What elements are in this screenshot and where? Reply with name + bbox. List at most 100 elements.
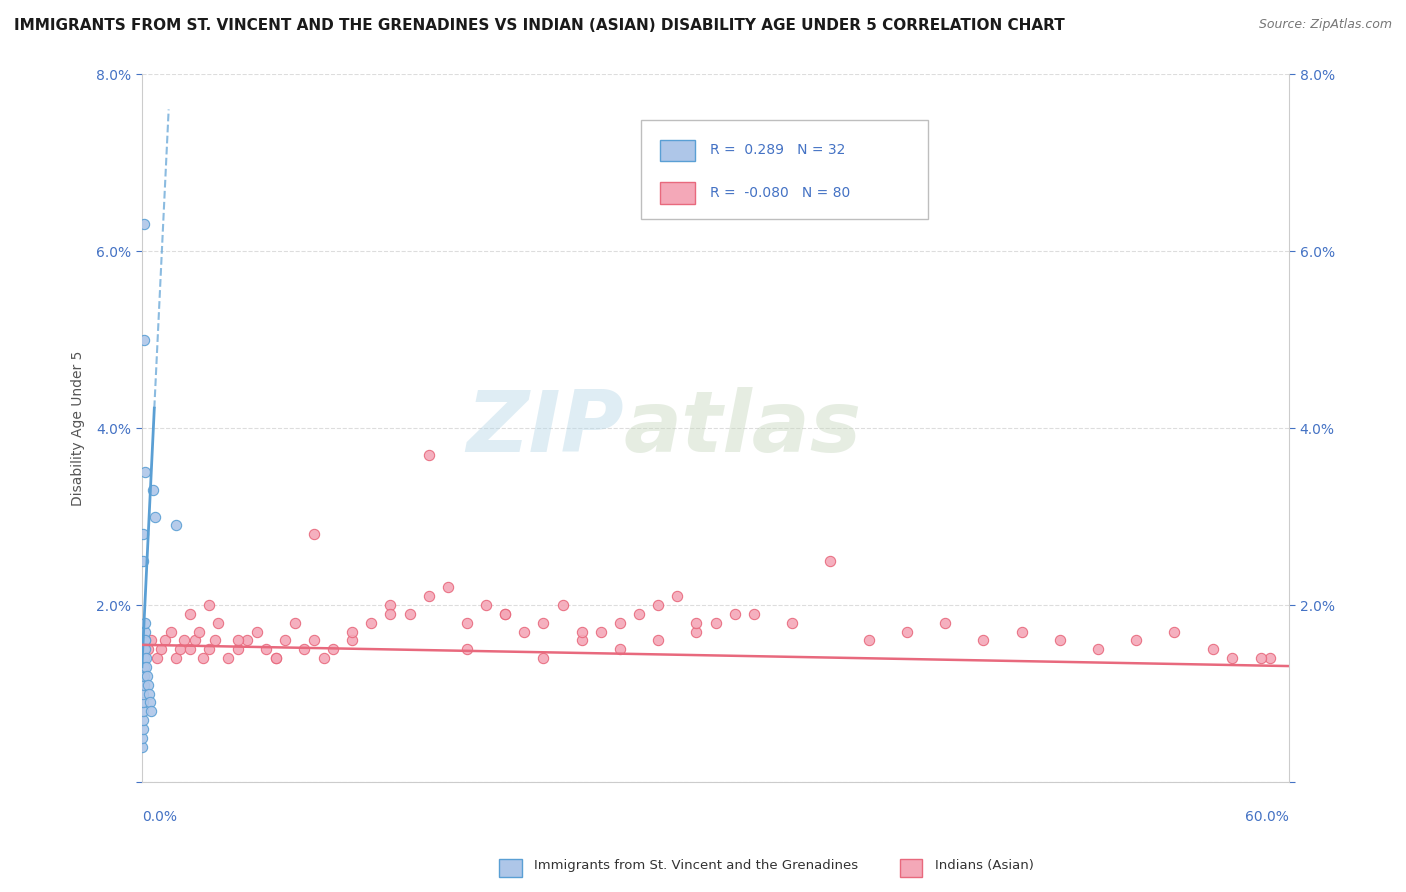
Point bbox=[135, 651, 157, 665]
Point bbox=[204, 633, 226, 648]
Point bbox=[1125, 633, 1147, 648]
Point bbox=[418, 589, 440, 603]
Point bbox=[138, 695, 160, 709]
FancyBboxPatch shape bbox=[661, 182, 695, 203]
Point bbox=[456, 615, 478, 630]
Point bbox=[342, 624, 364, 639]
Point bbox=[322, 642, 344, 657]
Point bbox=[360, 615, 382, 630]
Point bbox=[184, 633, 207, 648]
Point bbox=[1163, 624, 1185, 639]
Point bbox=[1258, 651, 1281, 665]
Point bbox=[135, 660, 157, 674]
Point bbox=[132, 713, 155, 727]
Point bbox=[173, 633, 195, 648]
Point bbox=[138, 686, 160, 700]
Point bbox=[141, 633, 163, 648]
Point bbox=[1087, 642, 1109, 657]
Text: ZIP: ZIP bbox=[467, 386, 624, 469]
Point bbox=[146, 651, 169, 665]
Point bbox=[134, 624, 156, 639]
FancyBboxPatch shape bbox=[661, 140, 695, 161]
Point bbox=[571, 633, 593, 648]
Point bbox=[666, 589, 689, 603]
Point bbox=[456, 642, 478, 657]
Point bbox=[294, 642, 316, 657]
Point bbox=[132, 554, 155, 568]
Point bbox=[134, 642, 156, 657]
Point bbox=[685, 615, 707, 630]
Point bbox=[1202, 642, 1225, 657]
Point bbox=[132, 695, 155, 709]
Point bbox=[132, 704, 155, 718]
Point bbox=[236, 633, 259, 648]
Point bbox=[134, 642, 156, 657]
Point bbox=[704, 615, 727, 630]
Point bbox=[380, 607, 402, 621]
Point bbox=[628, 607, 651, 621]
Text: atlas: atlas bbox=[624, 386, 862, 469]
Point bbox=[217, 651, 239, 665]
Point bbox=[143, 509, 166, 524]
Point bbox=[131, 739, 153, 754]
Point bbox=[609, 615, 631, 630]
Point bbox=[820, 554, 842, 568]
Point bbox=[896, 624, 918, 639]
Point bbox=[191, 651, 214, 665]
Text: Source: ZipAtlas.com: Source: ZipAtlas.com bbox=[1258, 18, 1392, 31]
Point bbox=[934, 615, 956, 630]
Point bbox=[724, 607, 747, 621]
Text: IMMIGRANTS FROM ST. VINCENT AND THE GRENADINES VS INDIAN (ASIAN) DISABILITY AGE : IMMIGRANTS FROM ST. VINCENT AND THE GREN… bbox=[14, 18, 1064, 33]
Point bbox=[551, 598, 574, 612]
Point bbox=[188, 624, 211, 639]
Point bbox=[494, 607, 516, 621]
Point bbox=[264, 651, 287, 665]
Point bbox=[494, 607, 516, 621]
Point bbox=[1250, 651, 1272, 665]
Point bbox=[1011, 624, 1033, 639]
Point bbox=[159, 624, 181, 639]
Point bbox=[132, 669, 155, 683]
Point bbox=[647, 598, 669, 612]
Point bbox=[131, 722, 153, 736]
Point bbox=[475, 598, 498, 612]
Point bbox=[274, 633, 297, 648]
Point bbox=[742, 607, 765, 621]
Text: R =  -0.080   N = 80: R = -0.080 N = 80 bbox=[710, 186, 851, 200]
Text: 0.0%: 0.0% bbox=[142, 810, 177, 824]
Point bbox=[142, 483, 165, 497]
Point bbox=[972, 633, 994, 648]
Point bbox=[179, 642, 201, 657]
FancyBboxPatch shape bbox=[641, 120, 928, 219]
Point bbox=[1049, 633, 1071, 648]
Point bbox=[264, 651, 287, 665]
Point bbox=[132, 660, 155, 674]
Point bbox=[647, 633, 669, 648]
Point bbox=[302, 633, 325, 648]
Point bbox=[132, 527, 155, 541]
Text: 60.0%: 60.0% bbox=[1246, 810, 1289, 824]
Point bbox=[165, 651, 187, 665]
Point bbox=[302, 527, 325, 541]
Y-axis label: Disability Age Under 5: Disability Age Under 5 bbox=[72, 351, 86, 506]
Point bbox=[207, 615, 229, 630]
Point bbox=[134, 633, 156, 648]
Point bbox=[609, 642, 631, 657]
Point bbox=[254, 642, 277, 657]
Point bbox=[398, 607, 420, 621]
Point bbox=[312, 651, 335, 665]
Point bbox=[179, 607, 201, 621]
Point bbox=[198, 598, 221, 612]
Text: R =  0.289   N = 32: R = 0.289 N = 32 bbox=[710, 144, 845, 158]
Point bbox=[513, 624, 536, 639]
Point bbox=[132, 333, 155, 347]
Point bbox=[226, 642, 249, 657]
Point bbox=[153, 633, 176, 648]
Point bbox=[136, 642, 159, 657]
Point bbox=[198, 642, 221, 657]
Point bbox=[226, 633, 249, 648]
Point bbox=[380, 598, 402, 612]
Point bbox=[134, 633, 156, 648]
Point bbox=[685, 624, 707, 639]
Point bbox=[134, 465, 156, 479]
